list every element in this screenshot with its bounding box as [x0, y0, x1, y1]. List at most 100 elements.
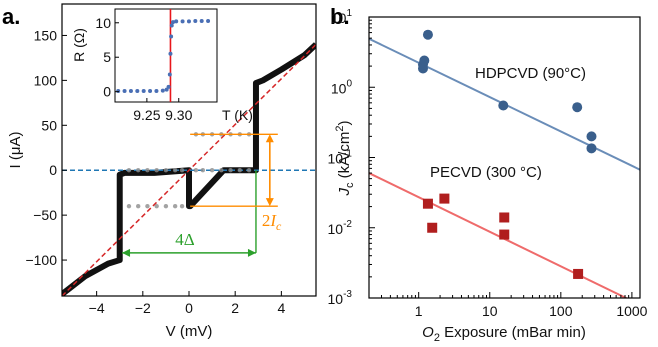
y-tick-exponent: 0 — [346, 78, 352, 89]
inset-point — [128, 88, 133, 93]
iv-gray-point — [172, 203, 178, 209]
inset-point — [171, 20, 176, 25]
pecvd-point — [573, 268, 584, 279]
inset-axes: 9.25 9.30 0 5 10 — [95, 15, 192, 123]
iv-gray-point — [237, 168, 242, 173]
iv-gray-point — [145, 168, 150, 173]
y-tick-label: 150 — [34, 27, 58, 43]
ylabel-end: ) — [336, 121, 353, 126]
inset-point — [116, 88, 121, 93]
ylabel-sub: c — [344, 182, 356, 188]
inset-xlabel: T (K) — [222, 107, 253, 123]
iv-gray-point — [145, 203, 150, 209]
inset-plot — [116, 9, 211, 102]
iv-gray-point — [219, 168, 224, 173]
xlabel-rest: Exposure (mBar min) — [440, 324, 586, 341]
x-tick-label: −2 — [135, 300, 151, 316]
delta-arrow-head-left — [122, 248, 131, 257]
iv-gray-point — [193, 168, 199, 173]
inset-point — [199, 19, 204, 24]
hdpcvd-point — [586, 143, 597, 154]
iv-gray-point — [126, 203, 132, 209]
iv-gray-point — [228, 168, 233, 173]
delta-arrow-head-right — [247, 248, 256, 257]
ic-arrow-head-bottom — [265, 198, 274, 207]
inset-frame — [114, 8, 218, 103]
inset-point — [148, 88, 153, 93]
y-tick-label: 100 — [331, 78, 353, 96]
inset-point — [122, 88, 127, 93]
iv-gray-point — [163, 203, 169, 209]
ic-label-letter: I — [269, 211, 277, 230]
xlabel-main: O — [422, 324, 434, 341]
inset-point — [154, 88, 159, 93]
y-tick-exponent: -1 — [343, 149, 352, 160]
iv-gray-point — [163, 168, 169, 173]
inset-y-tick-label: 5 — [103, 49, 111, 65]
x-tick-label: 2 — [231, 300, 239, 316]
inset-y-tick-label: 10 — [95, 15, 111, 31]
inset-x-tick-label: 9.25 — [133, 107, 160, 123]
pecvd-point — [422, 198, 433, 209]
ic-arrow-head-top — [265, 134, 274, 143]
x-tick-label: 0 — [185, 300, 193, 316]
inset-point — [206, 19, 211, 24]
iv-gray-point — [209, 168, 215, 173]
panel-b-label: b. — [330, 4, 350, 29]
inset-point — [167, 72, 172, 77]
y-tick-label: 10-1 — [328, 149, 353, 167]
pecvd-point — [499, 229, 510, 240]
y-tick-mantissa: 10 — [331, 80, 347, 96]
iv-gray-point — [179, 168, 185, 173]
panel-a-annotations: 4Δ 2Ic — [122, 133, 282, 257]
iv-gray-point — [126, 168, 132, 173]
y-tick-mantissa: 10 — [328, 151, 344, 167]
inset-ylabel: R (Ω) — [71, 28, 87, 62]
panel-b-series-labels: HDPCVD (90°C) PECVD (300 °C) — [430, 65, 586, 181]
hdpcvd-point — [498, 100, 509, 111]
inset-point — [193, 19, 198, 24]
x-tick-label: −4 — [89, 300, 105, 316]
y-tick-label: 10-3 — [328, 289, 353, 307]
y-tick-label: 10-2 — [328, 219, 353, 237]
delta-label: 4Δ — [175, 230, 195, 249]
xlabel-sub: 2 — [434, 332, 440, 344]
ylabel-sup: 2 — [334, 126, 346, 132]
x-tick-label: 10 — [482, 303, 498, 319]
ylabel-main: J — [336, 187, 353, 196]
x-tick-label: 100 — [549, 303, 573, 319]
iv-gray-point — [136, 168, 141, 173]
inset-point — [168, 51, 173, 56]
y-tick-exponent: -2 — [343, 219, 352, 230]
ic-label-sub: c — [276, 219, 282, 233]
y-tick-mantissa: 10 — [328, 221, 344, 237]
inset-x-tick-label: 9.30 — [165, 107, 192, 123]
x-tick-label: 1000 — [616, 303, 647, 319]
panel-a-label: a. — [2, 4, 20, 29]
y-tick-label: 0 — [49, 162, 57, 178]
iv-gray-point — [154, 203, 159, 209]
y-tick-mantissa: 10 — [331, 10, 347, 26]
series-label-hdpcvd: HDPCVD (90°C) — [475, 65, 586, 82]
iv-gray-point — [246, 168, 252, 173]
series-label-pecvd: PECVD (300 °C) — [430, 164, 542, 181]
pecvd-point — [499, 212, 510, 223]
iv-gray-point — [179, 203, 185, 209]
series-iv-measured — [62, 42, 316, 296]
inset-point — [135, 88, 140, 93]
inset-point — [141, 88, 146, 93]
inset-point — [169, 34, 174, 39]
x-tick-label: 4 — [277, 300, 285, 316]
panel-a-ylabel: I (μA) — [7, 132, 24, 169]
inset-point — [166, 84, 171, 89]
panel-b-ylabel: Jc (kA/cm2) — [334, 121, 356, 197]
hdpcvd-point — [422, 29, 433, 40]
hdpcvd-point — [586, 131, 597, 142]
pecvd-point — [427, 222, 438, 233]
inset-point — [169, 23, 174, 28]
inset-point — [186, 19, 191, 24]
y-tick-label: 100 — [34, 72, 58, 88]
